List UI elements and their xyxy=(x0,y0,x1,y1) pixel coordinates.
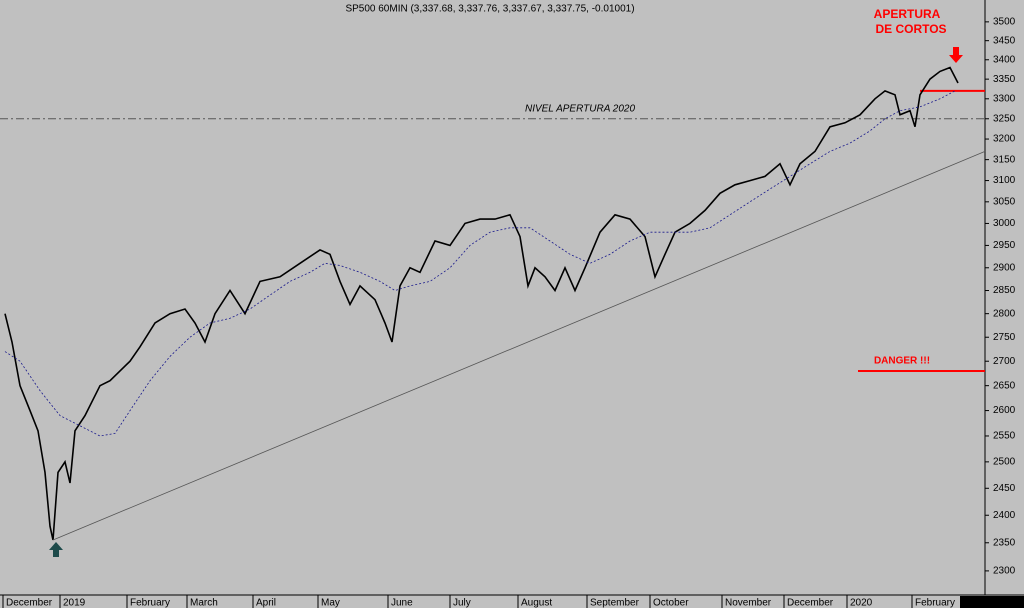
x-tick-label: May xyxy=(321,598,340,608)
y-tick-label: 3100 xyxy=(993,175,1016,186)
x-tick-label: 2020 xyxy=(850,598,873,608)
y-tick-label: 3300 xyxy=(993,93,1016,104)
x-tick-label: October xyxy=(653,598,689,608)
x-tick-label: July xyxy=(453,598,471,608)
y-tick-label: 2300 xyxy=(993,566,1016,577)
down-arrow xyxy=(949,47,963,63)
x-tick-label: December xyxy=(787,598,834,608)
x-tick-label: 2019 xyxy=(63,598,86,608)
y-tick-label: 2700 xyxy=(993,356,1016,367)
y-tick-label: 3350 xyxy=(993,74,1016,85)
x-tick-label: March xyxy=(190,598,218,608)
scroll-block xyxy=(960,596,1024,608)
y-tick-label: 2400 xyxy=(993,510,1016,521)
y-tick-label: 3500 xyxy=(993,17,1016,28)
x-tick-label: August xyxy=(521,598,552,608)
series-line xyxy=(4,90,956,437)
y-tick-label: 2350 xyxy=(993,537,1016,548)
x-tick-label: April xyxy=(256,598,276,608)
up-arrow xyxy=(49,542,63,557)
reference-label: DANGER !!! xyxy=(874,356,930,367)
x-tick-label: December xyxy=(6,598,53,608)
y-tick-label: 3450 xyxy=(993,35,1016,46)
y-tick-label: 2650 xyxy=(993,380,1016,391)
y-tick-label: 3400 xyxy=(993,54,1016,65)
y-tick-label: 3050 xyxy=(993,196,1016,207)
y-tick-label: 2750 xyxy=(993,332,1016,343)
y-tick-label: 3150 xyxy=(993,154,1016,165)
x-tick-label: February xyxy=(915,598,955,608)
series-line xyxy=(4,66,959,541)
y-tick-label: 2450 xyxy=(993,483,1016,494)
y-tick-label: 2900 xyxy=(993,262,1016,273)
annotation: APERTURA xyxy=(874,7,941,21)
annotation: DE CORTOS xyxy=(875,22,946,36)
x-tick-label: November xyxy=(725,598,772,608)
reference-label: NIVEL APERTURA 2020 xyxy=(525,103,635,114)
y-tick-label: 3000 xyxy=(993,218,1016,229)
x-tick-label: September xyxy=(590,598,640,608)
y-tick-label: 2800 xyxy=(993,308,1016,319)
x-tick-label: February xyxy=(130,598,170,608)
y-tick-label: 3200 xyxy=(993,134,1016,145)
chart-title: SP500 60MIN (3,337.68, 3,337.76, 3,337.6… xyxy=(345,4,634,15)
y-tick-label: 3250 xyxy=(993,113,1016,124)
y-tick-label: 2600 xyxy=(993,405,1016,416)
series-line xyxy=(52,151,986,541)
y-tick-label: 2950 xyxy=(993,240,1016,251)
y-tick-label: 2850 xyxy=(993,285,1016,296)
y-tick-label: 2550 xyxy=(993,431,1016,442)
y-tick-label: 2500 xyxy=(993,457,1016,468)
x-tick-label: June xyxy=(391,598,413,608)
